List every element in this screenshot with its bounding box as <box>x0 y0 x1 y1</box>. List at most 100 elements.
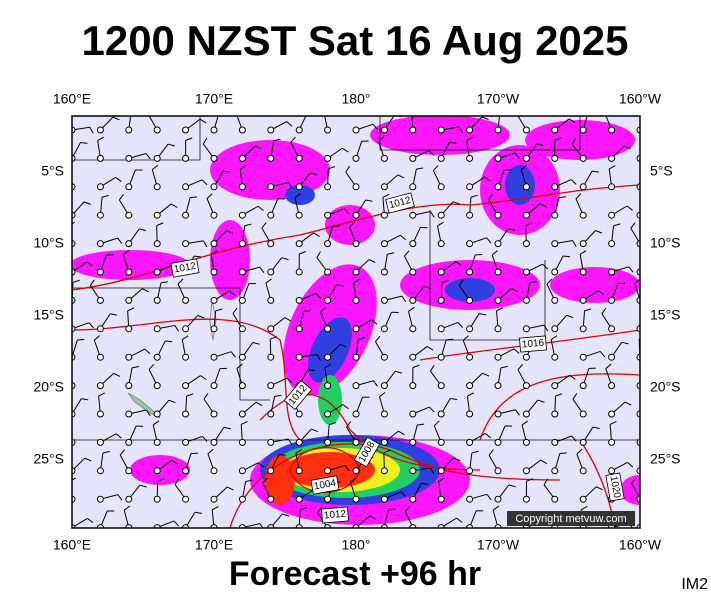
barb-station <box>295 353 303 361</box>
barb-station <box>182 410 190 418</box>
barb-station <box>409 183 417 191</box>
barb-flag <box>86 261 93 267</box>
barb-flag <box>479 313 487 316</box>
barb-station <box>579 126 587 134</box>
barb-station <box>522 211 530 219</box>
barb-flag <box>110 313 118 316</box>
barb-flag <box>433 165 439 171</box>
barb-station <box>210 211 218 219</box>
barb-flag <box>601 307 607 314</box>
barb-station <box>295 240 303 248</box>
barb-flag <box>626 205 633 211</box>
map-frame <box>71 115 641 529</box>
barb-flag <box>555 393 563 397</box>
barb-flag <box>119 449 126 456</box>
barb-flag <box>329 422 337 425</box>
barb-flag <box>599 351 606 358</box>
barb-flag <box>88 322 94 329</box>
barb-station <box>238 296 246 304</box>
barb-station <box>608 467 616 475</box>
barb-flag <box>482 372 490 377</box>
barb-flag <box>259 523 264 528</box>
barb-station <box>324 325 332 333</box>
barb-flag <box>89 279 95 286</box>
barb-flag <box>571 435 577 442</box>
barb-station <box>437 467 445 475</box>
barb-station <box>380 410 388 418</box>
barb-flag <box>223 426 231 430</box>
barb-station <box>551 240 559 248</box>
barb-flag <box>117 237 123 244</box>
barb-flag <box>428 150 435 156</box>
barb-flag <box>307 369 315 372</box>
barb-station <box>579 353 587 361</box>
barb-flag <box>226 486 234 491</box>
barb-flag <box>202 435 208 442</box>
barb-station <box>551 438 559 446</box>
barb-flag <box>145 153 151 160</box>
barb-flag <box>115 433 122 439</box>
barb-station <box>238 467 246 475</box>
barb-station <box>96 467 104 475</box>
barb-station <box>608 154 616 162</box>
barb-station <box>352 296 360 304</box>
barb-flag <box>513 348 520 354</box>
copyright: Copyright metvuw.com <box>515 513 626 525</box>
barb-flag <box>591 170 599 173</box>
barb-flag <box>539 203 547 208</box>
barb-station <box>608 126 616 134</box>
barb-station <box>466 154 474 162</box>
barb-station <box>125 183 133 191</box>
barb-station <box>466 211 474 219</box>
lon-label-bottom: 170°E <box>195 537 233 553</box>
coastlines <box>127 299 217 419</box>
barb-station <box>409 467 417 475</box>
barb-station <box>352 325 360 333</box>
barb-flag <box>566 314 574 319</box>
barb-station <box>579 268 587 276</box>
barb-station <box>324 495 332 503</box>
barb-flag <box>450 397 458 401</box>
barb-station <box>96 183 104 191</box>
barb-flag <box>624 145 631 150</box>
barb-station <box>437 382 445 390</box>
barb-flag <box>657 182 661 188</box>
barb-station <box>522 268 530 276</box>
barb-flag <box>142 288 149 293</box>
barb-flag <box>344 464 350 472</box>
barb-flag <box>144 348 151 355</box>
barb-station <box>494 495 502 503</box>
barb-station <box>125 410 133 418</box>
barb-flag <box>317 506 323 513</box>
barb-station <box>153 154 161 162</box>
barb-station <box>210 410 218 418</box>
barb-station <box>437 268 445 276</box>
barb-station <box>466 268 474 276</box>
barb-flag <box>197 315 205 319</box>
lat-label-left: 5°S <box>41 163 64 179</box>
barb-station <box>352 126 360 134</box>
barb-station <box>153 382 161 390</box>
barb-station <box>352 382 360 390</box>
barb-station <box>267 296 275 304</box>
barb-flag <box>378 136 385 142</box>
barb-station <box>238 240 246 248</box>
barb-flag <box>270 336 277 340</box>
barb-flag <box>87 518 94 524</box>
barb-station <box>579 467 587 475</box>
barb-station <box>96 126 104 134</box>
barb-station <box>551 154 559 162</box>
barb-station <box>551 410 559 418</box>
barb-flag <box>148 109 152 114</box>
barb-station <box>522 325 530 333</box>
barb-flag <box>273 138 281 142</box>
barb-flag <box>201 179 208 186</box>
barb-flag <box>575 193 582 200</box>
barb-flag <box>595 230 603 234</box>
barb-flag <box>453 457 461 462</box>
barb-flag <box>288 438 293 446</box>
barb-flag <box>215 308 223 312</box>
barb-flag <box>651 257 658 259</box>
barb-station <box>153 268 161 276</box>
